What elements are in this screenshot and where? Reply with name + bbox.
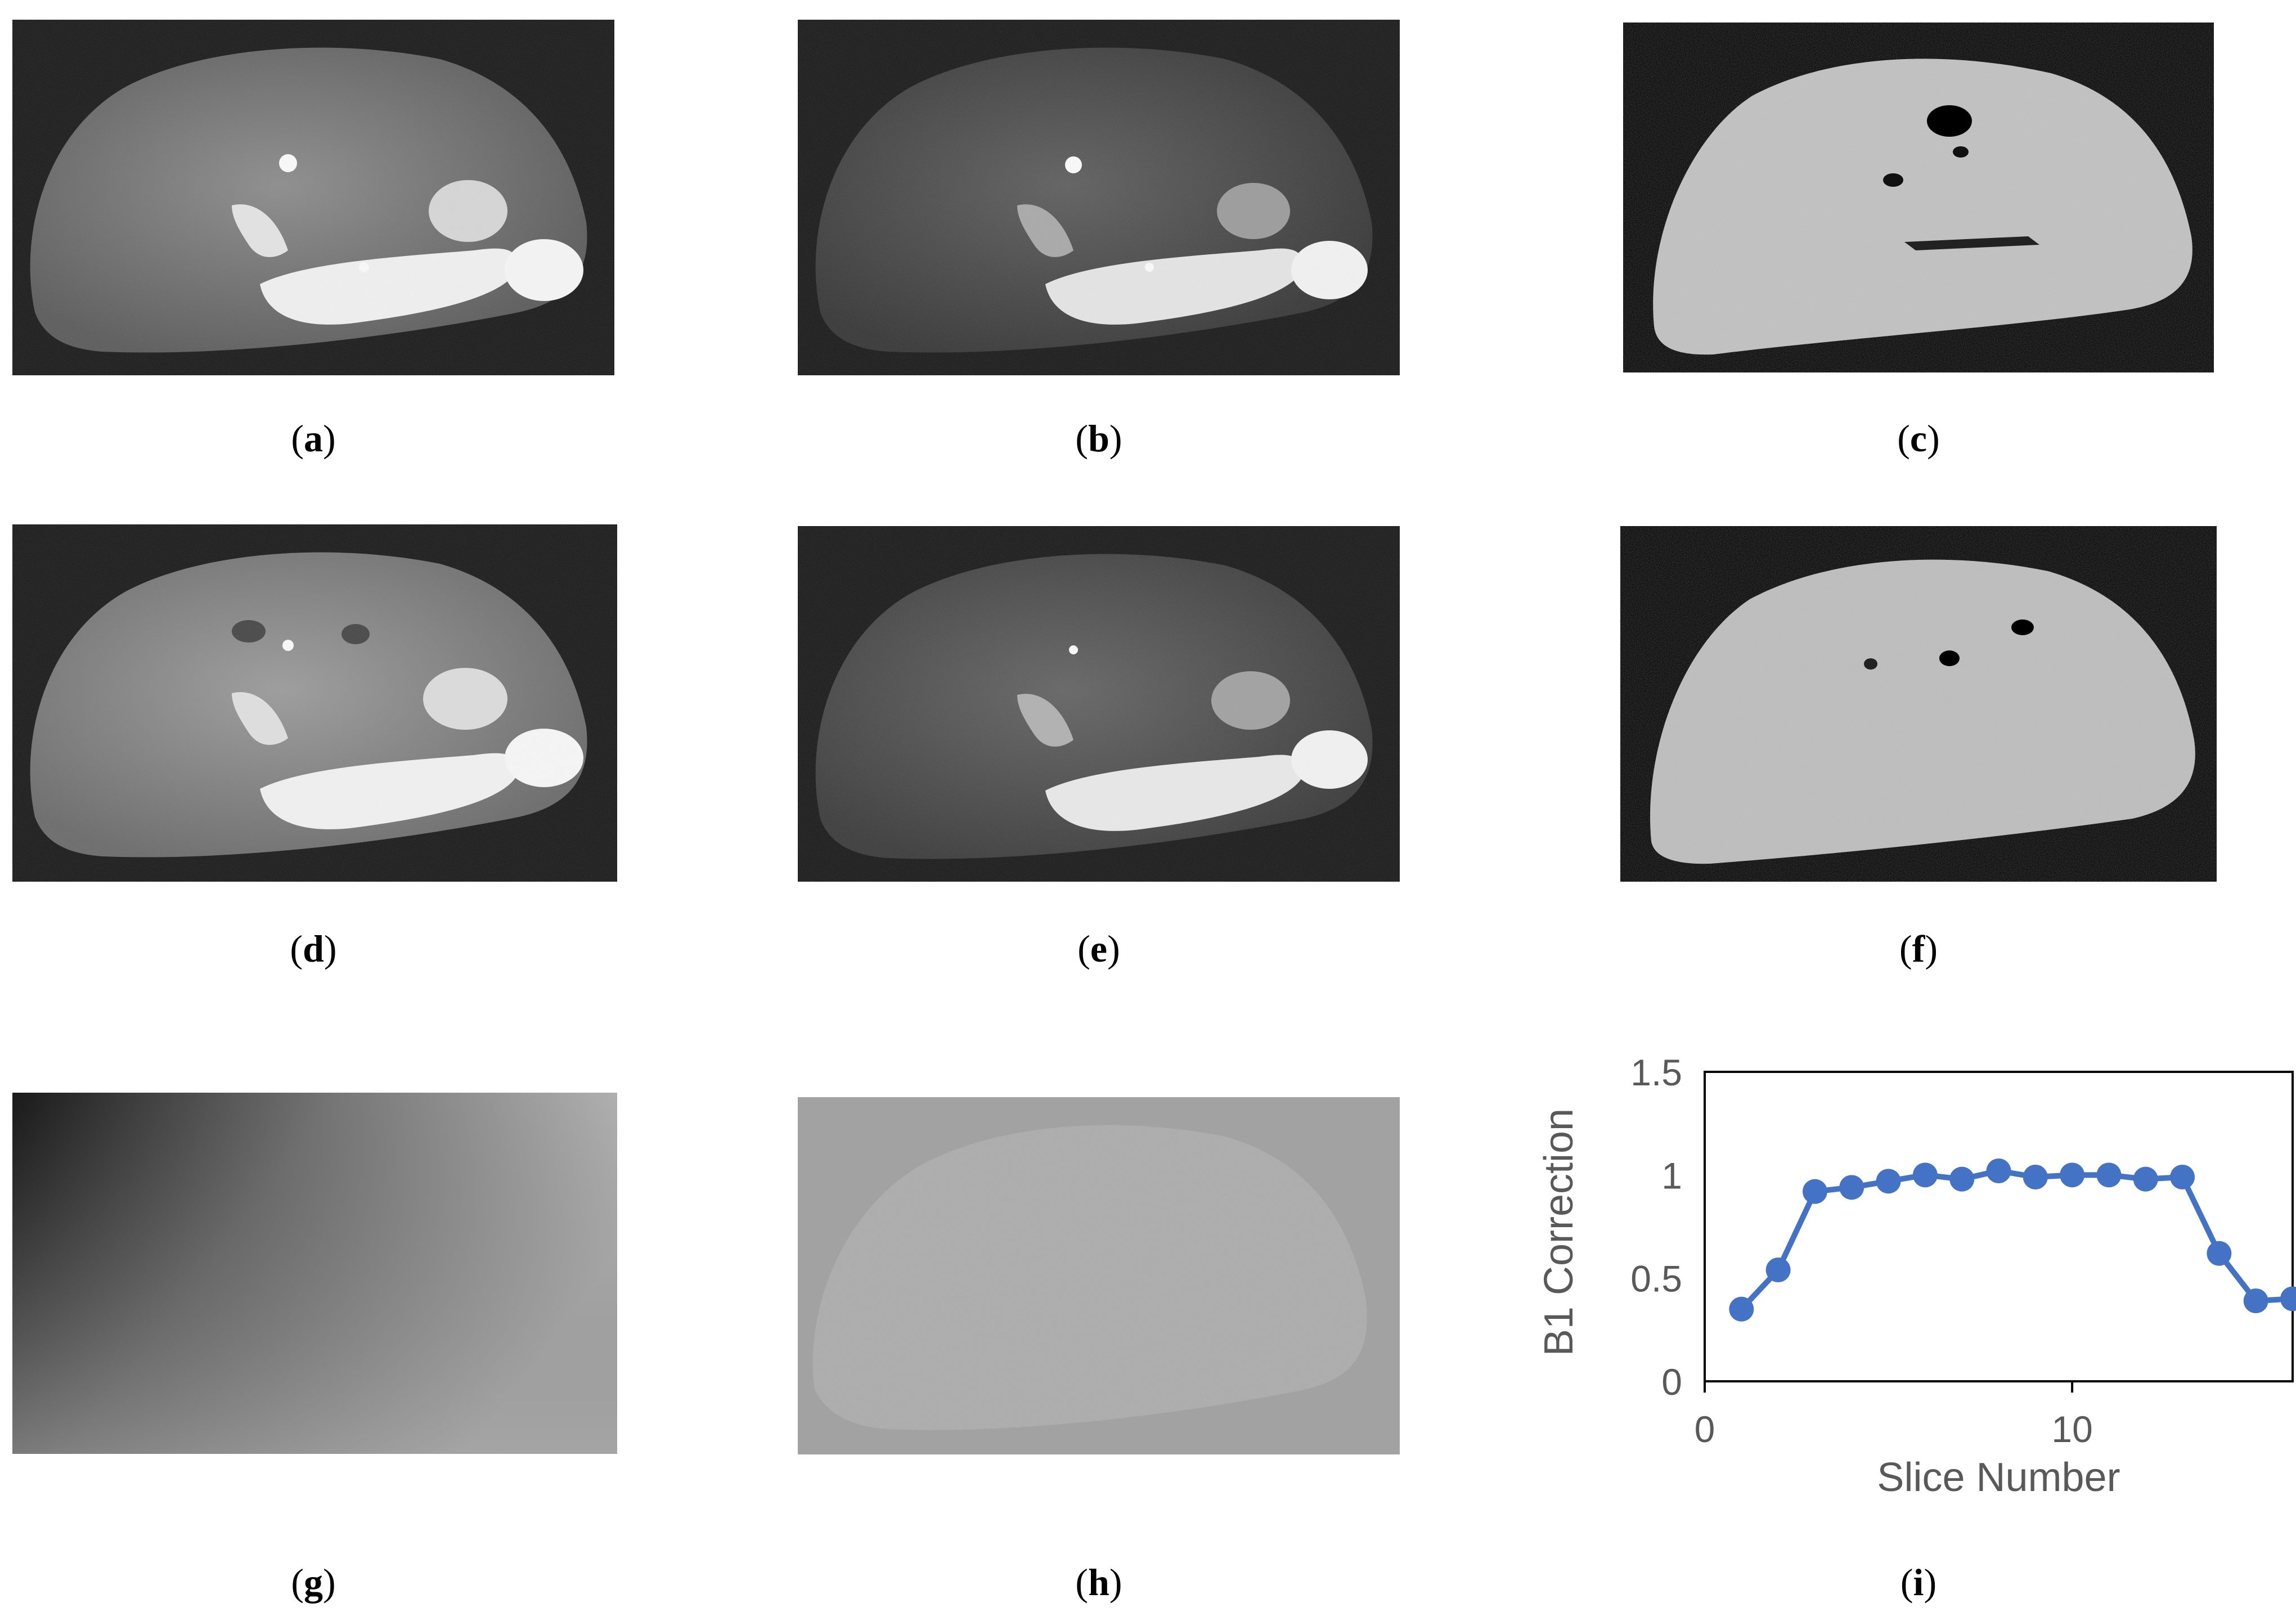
- caption-d: (d): [290, 927, 337, 970]
- data-point: [1876, 1169, 1901, 1194]
- panel-d-image: [12, 524, 617, 882]
- caption-f: (f): [1899, 927, 1938, 970]
- caption-b: (b): [1075, 417, 1122, 460]
- caption-g: (g): [291, 1561, 336, 1604]
- panel-a-image: [12, 20, 614, 375]
- data-point: [2096, 1162, 2122, 1188]
- data-point: [2023, 1165, 2048, 1189]
- data-point: [1729, 1296, 1754, 1322]
- data-point: [1839, 1175, 1864, 1200]
- b1-correction-chart: 0 0.5 1 1.5 0 10 B1 Correction Slice Number: [1536, 1052, 2296, 1500]
- caption-c: (c): [1897, 417, 1940, 460]
- x-tick-label: 0: [1695, 1408, 1715, 1450]
- plot-frame: [1704, 1071, 2294, 1382]
- panel-e-image: [798, 526, 1400, 882]
- data-point: [1802, 1179, 1827, 1204]
- x-axis-label: Slice Number: [1877, 1455, 2120, 1500]
- data-point: [2207, 1241, 2232, 1266]
- data-point: [2060, 1162, 2085, 1188]
- chart-series: [1729, 1159, 2296, 1322]
- data-point: [1986, 1159, 2011, 1183]
- y-axis-label: B1 Correction: [1536, 1108, 1581, 1356]
- panel-c-map: [1623, 23, 2214, 372]
- y-tick-label: 1.5: [1630, 1052, 1682, 1093]
- panel-f-map: [1620, 526, 2217, 882]
- panel-i-chart: 0 0.5 1 1.5 0 10 B1 Correction Slice Number: [1519, 1035, 2296, 1530]
- caption-h: (h): [1075, 1561, 1122, 1604]
- caption-i: (i): [1900, 1561, 1937, 1604]
- panel-g-map: [12, 1093, 617, 1454]
- data-point: [2280, 1286, 2296, 1312]
- y-tick-label: 1: [1661, 1155, 1682, 1196]
- chart-ticks: 0 0.5 1 1.5 0 10: [1630, 1052, 2093, 1450]
- series-line: [1739, 1168, 2293, 1312]
- data-point: [1949, 1166, 1975, 1192]
- data-point: [1912, 1162, 1938, 1188]
- data-point: [2133, 1166, 2158, 1192]
- y-tick-label: 0: [1661, 1361, 1682, 1403]
- panel-h-map: [798, 1097, 1400, 1454]
- x-tick-label: 10: [2051, 1408, 2092, 1450]
- panel-b-image: [798, 20, 1400, 375]
- chart-axes: [1704, 1071, 2294, 1382]
- data-point: [2243, 1288, 2268, 1313]
- y-tick-label: 0.5: [1630, 1258, 1682, 1300]
- data-point: [2170, 1165, 2195, 1189]
- data-point: [1765, 1258, 1791, 1282]
- caption-e: (e): [1077, 927, 1120, 970]
- caption-a: (a): [291, 417, 336, 460]
